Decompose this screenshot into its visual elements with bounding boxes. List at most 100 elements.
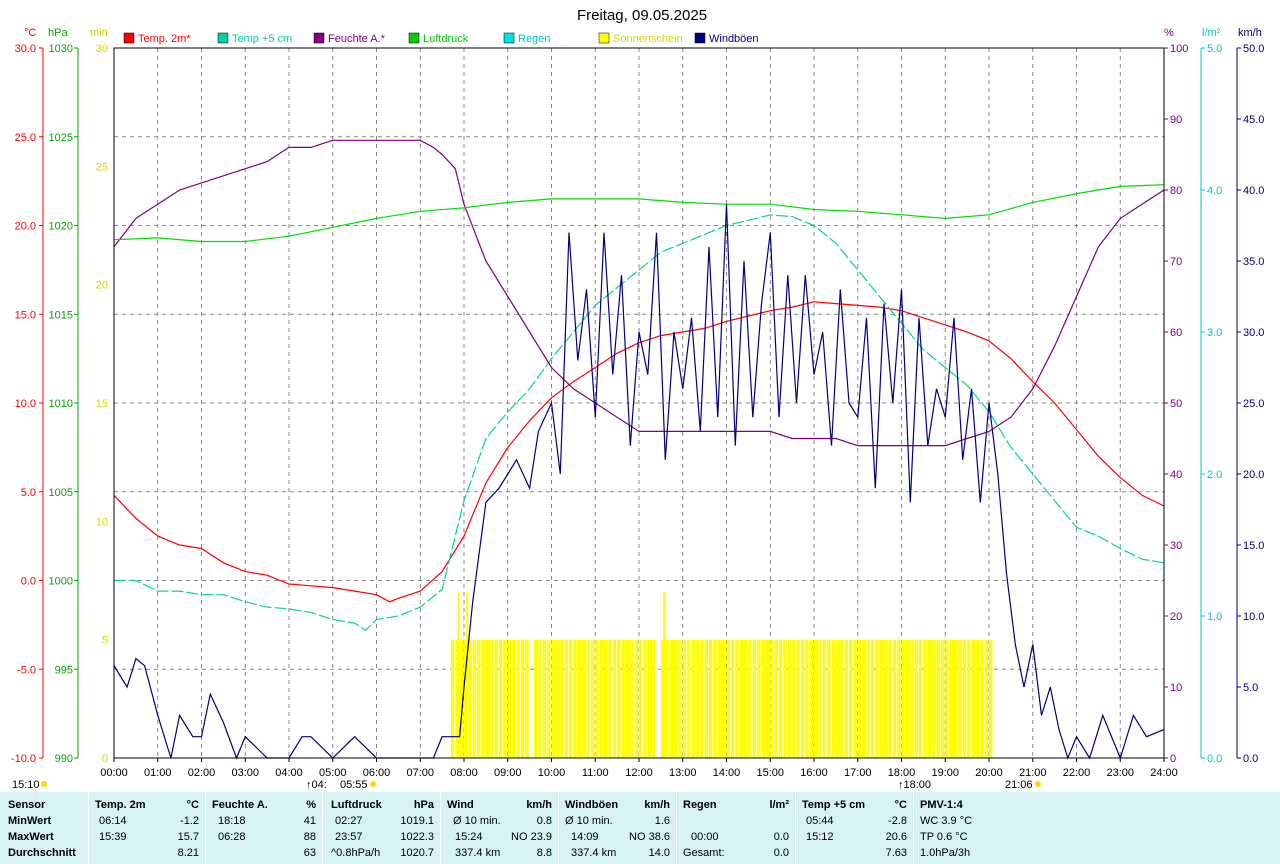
tick-rain_lm2: 1.0 xyxy=(1207,611,1222,623)
sunshine-bar xyxy=(835,639,840,758)
tick-temp_c: -10.0 xyxy=(11,753,36,765)
tick-sunshine_min: 10 xyxy=(96,516,108,528)
pressure-block: Luftdruck hPa 02:27 1019.1 23:57 1022.3 ^0.… xyxy=(323,792,441,864)
sunshine-bar xyxy=(901,639,905,758)
sunshine-bar xyxy=(490,639,494,758)
sunshine-bar xyxy=(774,639,778,758)
unit-humidity: % xyxy=(1164,27,1174,39)
sunshine-bar xyxy=(827,639,831,758)
rain-block: Regen l/m² 00:00 0.0 Gesamt: 0.0 xyxy=(677,792,796,864)
sunshine-bar xyxy=(534,639,538,758)
sunshine-bar xyxy=(621,639,625,758)
sunshine-bar xyxy=(783,639,787,758)
tick-x: 04:00 xyxy=(275,767,303,779)
sunshine-bar xyxy=(520,639,525,758)
tick-sunshine_min: 0 xyxy=(102,753,108,765)
gusts-block: Windböen km/h Ø 10 min. 1.6 14:09 NO 38.6 3… xyxy=(559,792,677,864)
tick-x: 20:00 xyxy=(975,767,1003,779)
wind-distance: 337.4 km xyxy=(455,847,501,859)
tick-x: 23:00 xyxy=(1106,767,1134,779)
sunshine-bar xyxy=(551,639,555,758)
sunshine-bar xyxy=(612,639,617,758)
tick-humidity_pct: 80 xyxy=(1170,185,1182,197)
legend-swatch xyxy=(313,32,325,44)
sunshine-bar xyxy=(940,639,945,758)
sun-corner-label: 15:10 xyxy=(12,779,40,791)
sunshine-bar xyxy=(770,639,774,758)
sunshine-bar xyxy=(975,639,980,758)
humidity-title: Feuchte A. xyxy=(212,799,268,811)
temp2m-min-value: -1.2 xyxy=(180,815,199,827)
sunshine-bar xyxy=(512,639,516,758)
sunshine-bar xyxy=(853,639,857,758)
sunset-icon xyxy=(1035,781,1041,787)
label-min: MinWert xyxy=(8,815,52,827)
sunshine-bar xyxy=(713,639,717,758)
tick-pressure_hpa: 1010 xyxy=(49,398,73,410)
tick-humidity_pct: 70 xyxy=(1170,256,1182,268)
tick-x: 18:00 xyxy=(888,767,916,779)
tick-wind_kmh: 35.0 xyxy=(1243,256,1264,268)
sunshine-bar xyxy=(595,639,599,758)
temp2m-block: Temp. 2m °C 06:14 -1.2 15:39 15.7 8.21 xyxy=(89,792,206,864)
sunshine-bar xyxy=(910,639,914,758)
sunshine-bar xyxy=(989,639,993,758)
sunshine-bar xyxy=(472,639,477,758)
tick-pressure_hpa: 1030 xyxy=(49,43,73,55)
sunshine-bar xyxy=(818,639,822,758)
sunshine-bar xyxy=(617,639,621,758)
sunshine-bar xyxy=(569,639,573,758)
sunshine-bar xyxy=(582,639,586,758)
tick-pressure_hpa: 1025 xyxy=(49,132,73,144)
tick-humidity_pct: 10 xyxy=(1170,682,1182,694)
legend-swatch xyxy=(217,32,229,44)
tick-x: 22:00 xyxy=(1063,767,1091,779)
sunshine-bar xyxy=(464,639,468,758)
humidity-min-value: 41 xyxy=(303,815,316,827)
sunshine-bar xyxy=(744,639,748,758)
gusts-max-time: 14:09 xyxy=(571,831,599,843)
temp5-title: Temp +5 cm xyxy=(802,799,866,811)
sunshine-bar xyxy=(630,639,634,758)
tick-x: 13:00 xyxy=(669,767,697,779)
tick-x: 05:00 xyxy=(319,767,347,779)
tick-wind_kmh: 20.0 xyxy=(1243,469,1264,481)
legend-label: Feuchte A.* xyxy=(328,33,386,45)
sunshine-bar xyxy=(643,639,647,758)
unit-wind: km/h xyxy=(1238,27,1262,39)
sunshine-bar xyxy=(923,639,927,758)
humidity-block: Feuchte A.% 18:18 41 06:28 88 63 xyxy=(206,792,323,864)
sunshine-bar xyxy=(577,639,582,758)
tick-humidity_pct: 90 xyxy=(1170,114,1182,126)
tick-x: 12:00 xyxy=(625,767,653,779)
sunshine-bar xyxy=(757,639,761,758)
sunshine-bar xyxy=(542,639,547,758)
tick-rain_lm2: 0.0 xyxy=(1207,753,1222,765)
legend-label: Windböen xyxy=(709,33,759,45)
series-feuchte-a- xyxy=(113,139,1165,447)
sunshine-bar xyxy=(962,639,967,758)
sunshine-bar xyxy=(647,639,652,758)
sunshine-bar xyxy=(805,639,809,758)
pmv-dewpoint: TP 0.6 °C xyxy=(920,831,968,843)
sunshine-bar xyxy=(980,639,984,758)
tick-pressure_hpa: 1000 xyxy=(49,576,73,588)
sunshine-bar xyxy=(919,639,923,758)
tick-humidity_pct: 40 xyxy=(1170,469,1182,481)
sunshine-bar xyxy=(857,639,862,758)
sunshine-bar xyxy=(814,639,818,758)
tick-x: 03:00 xyxy=(231,767,259,779)
sunshine-bar xyxy=(897,639,901,758)
tick-wind_kmh: 40.0 xyxy=(1243,185,1264,197)
tick-pressure_hpa: 1015 xyxy=(49,309,73,321)
gusts-distance: 337.4 km xyxy=(571,847,617,859)
sunshine-bar xyxy=(884,639,888,758)
sunshine-bar xyxy=(717,639,722,758)
tick-sunshine_min: 30 xyxy=(96,43,108,55)
sunshine-peak xyxy=(663,592,666,758)
sunshine-bar xyxy=(669,639,673,758)
sunshine-bar xyxy=(840,639,844,758)
series-luftdruck xyxy=(113,184,1165,243)
pmv-pressure-trend: 1.0hPa/3h xyxy=(920,847,971,859)
tick-sunshine_min: 20 xyxy=(96,280,108,292)
